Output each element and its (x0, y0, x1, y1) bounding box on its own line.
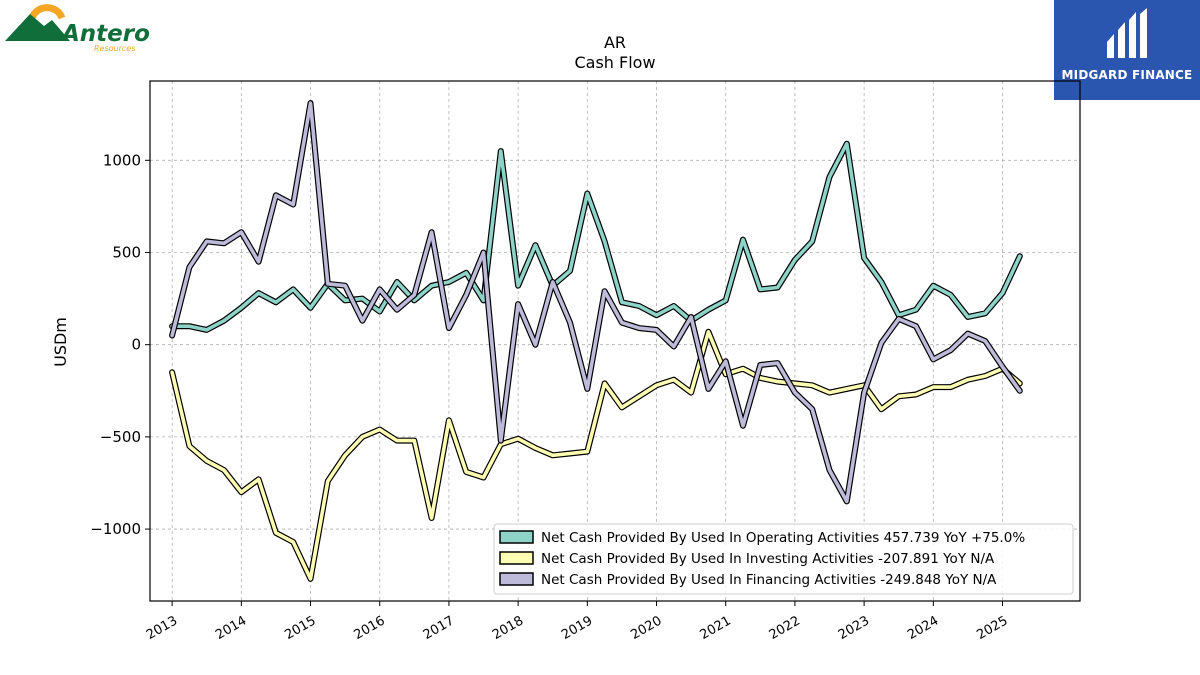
x-tick-label: 2020 (628, 613, 664, 643)
y-tick-label: 1000 (103, 151, 141, 169)
legend-box (493, 523, 1074, 595)
series-line-2 (169, 328, 1023, 582)
chart-subtitle: Cash Flow (574, 53, 655, 72)
series-line-3 (169, 100, 1023, 505)
x-tick-label: 2018 (490, 613, 526, 643)
legend-swatch (499, 572, 534, 586)
series-layer (169, 100, 1023, 582)
x-tick-label: 2025 (974, 613, 1010, 643)
logo-brand-text: Antero (60, 21, 150, 47)
legend-swatch (499, 551, 534, 565)
midgard-mark-icon (1107, 8, 1147, 58)
legend-swatch (499, 530, 534, 544)
chart-legend: Net Cash Provided By Used In Operating A… (493, 523, 1074, 595)
y-tick-label: 500 (112, 243, 141, 261)
x-tick-label: 2014 (213, 613, 249, 643)
x-tick-label: 2019 (559, 613, 595, 643)
series-stroke (170, 141, 1022, 332)
x-tick-label: 2013 (144, 613, 180, 643)
y-axis-label: USDm (51, 317, 70, 367)
series-stroke (170, 329, 1022, 581)
x-tick-label: 2017 (421, 613, 457, 643)
y-tick-label: −1000 (90, 520, 141, 538)
midgard-brand-text: MIDGARD FINANCE (1061, 68, 1193, 82)
x-tick-label: 2024 (905, 613, 941, 643)
y-tick-label: 0 (131, 336, 141, 354)
x-tick-label: 2016 (352, 613, 388, 643)
series-stroke (170, 101, 1022, 504)
logo-sub-text: Resources (94, 44, 135, 53)
x-tick-label: 2023 (836, 613, 872, 643)
y-tick-label: −500 (100, 428, 141, 446)
legend-entry-1: Net Cash Provided By Used In Operating A… (541, 530, 1025, 546)
legend-entry-2: Net Cash Provided By Used In Investing A… (541, 551, 995, 567)
chart-title: AR (604, 33, 626, 52)
series-line-1 (169, 140, 1023, 333)
x-tick-label: 2021 (698, 613, 734, 643)
grid-layer (150, 81, 1080, 601)
midgard-finance-logo: MIDGARD FINANCE (1054, 0, 1200, 100)
antero-logo: Antero Resources (4, 4, 154, 56)
x-tick-label: 2015 (282, 613, 318, 643)
legend-entry-3: Net Cash Provided By Used In Financing A… (541, 572, 997, 588)
logo-sun-arc-icon (28, 4, 66, 20)
x-tick-label: 2022 (767, 613, 803, 643)
logo-mountain-icon (5, 14, 70, 41)
plot-area-frame (149, 80, 1081, 602)
